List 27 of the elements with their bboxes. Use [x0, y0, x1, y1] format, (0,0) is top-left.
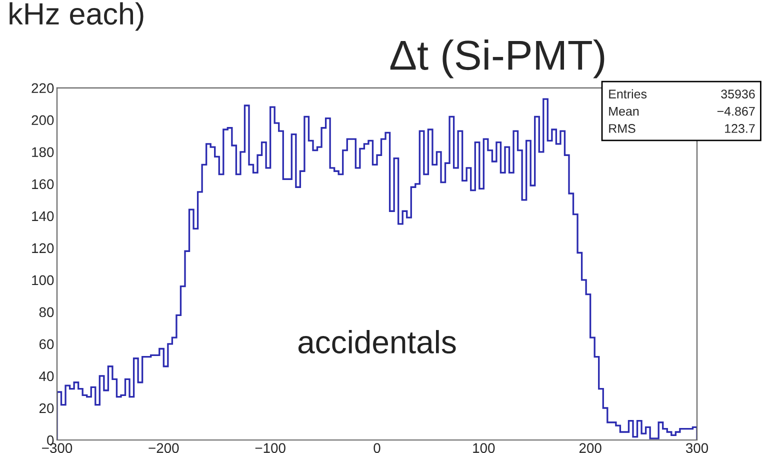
y-tick-label: 160: [32, 179, 54, 190]
x-tick-label: −100: [255, 443, 286, 453]
y-tick-label: 200: [32, 115, 54, 126]
y-tick-label: 120: [32, 243, 54, 254]
annotation: RMS: [609, 124, 636, 133]
text: 35936: [721, 90, 755, 98]
x-tick-label: 0: [374, 443, 380, 453]
annotation: Mean: [609, 106, 639, 116]
text: 123.7: [725, 124, 755, 133]
text: kHz each): [10, 2, 144, 31]
y-tick-label: 100: [32, 275, 54, 286]
x-tick-label: −300: [42, 443, 72, 453]
y-tick-label: 20: [39, 403, 54, 414]
y-tick-label: 60: [39, 339, 54, 350]
x-tick-label: −200: [148, 443, 179, 453]
x-tick-label: 200: [579, 443, 602, 453]
y-tick-label: 40: [39, 371, 54, 382]
annotation: Entries: [609, 89, 647, 98]
x-tick-label: 300: [686, 443, 708, 453]
y-tick-label: 140: [32, 211, 54, 222]
annotation: accidentals: [298, 330, 456, 354]
x-tick-label: 100: [473, 443, 495, 453]
chart-title: Δt (Si-PMT): [390, 39, 604, 78]
y-tick-label: 80: [39, 307, 54, 318]
y-tick-label: 180: [32, 147, 54, 158]
text: −4.867: [717, 106, 755, 116]
y-tick-label: 220: [32, 83, 54, 94]
